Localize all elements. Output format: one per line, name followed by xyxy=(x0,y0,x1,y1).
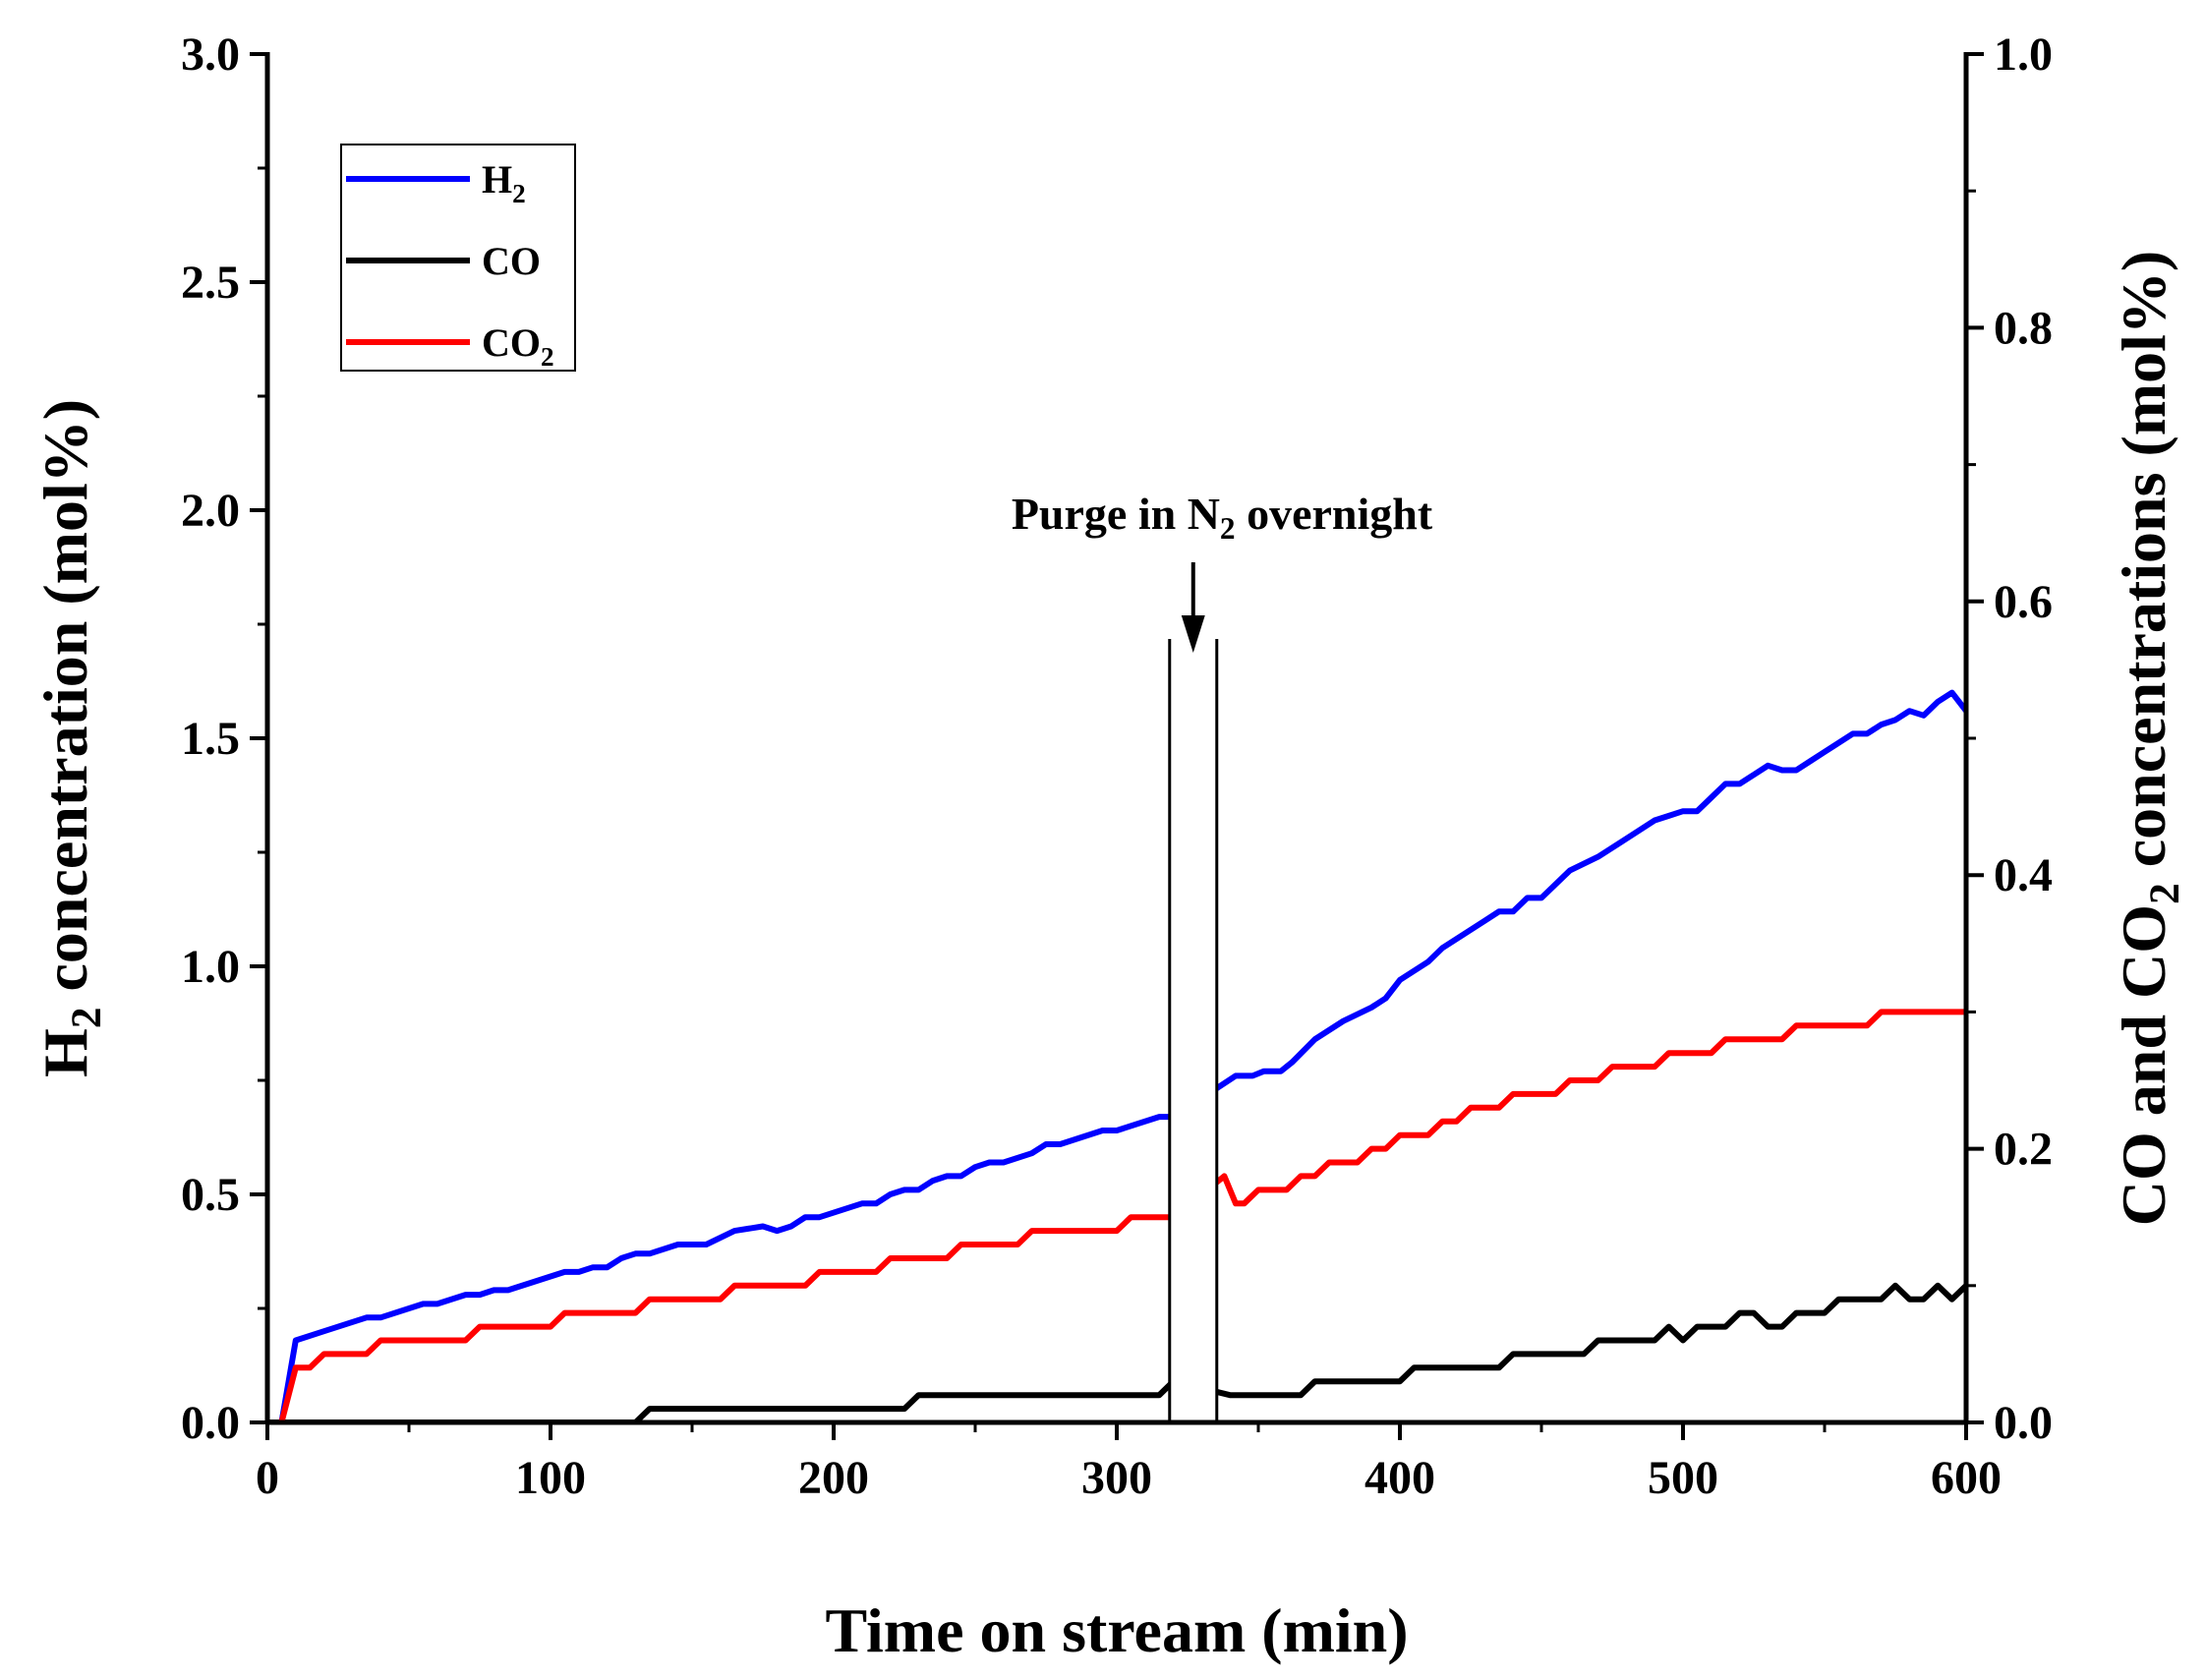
series-line-h2 xyxy=(267,689,1966,1422)
series-layer xyxy=(267,689,1966,1422)
y-right-tick-label: 0.2 xyxy=(1994,1124,2053,1176)
legend-label: CO xyxy=(482,239,541,283)
x-axis-title: Time on stream (min) xyxy=(825,1595,1408,1665)
y-right-tick-label: 1.0 xyxy=(1994,29,2053,81)
y-left-tick-label: 3.0 xyxy=(181,29,240,81)
ticks-layer: 0 100 200 300 400 500 6000.00.51.01.52.02.53.0… xyxy=(181,29,2053,1504)
y-right-tick-label: 0.4 xyxy=(1994,849,2053,901)
y-left-tick-label: 2.5 xyxy=(181,257,240,309)
y-right-axis-title: CO and CO2 concentrations (mol%) xyxy=(2109,251,2188,1226)
purge-arrow-head xyxy=(1181,615,1205,653)
purge-box-layer xyxy=(1168,639,1219,1422)
x-tick-label: 300 xyxy=(1081,1452,1152,1504)
axis-titles: Time on stream (min) H2 concentration (mo… xyxy=(30,251,2188,1665)
annotation: Purge in N2 overnight xyxy=(1012,489,1433,653)
y-right-tick-label: 0.8 xyxy=(1994,302,2053,354)
series-line-co xyxy=(267,1282,1966,1422)
y-right-tick-label: 0.0 xyxy=(1994,1397,2053,1449)
y-left-axis-title: H2 concentration (mol%) xyxy=(30,399,110,1077)
x-tick-label: 400 xyxy=(1364,1452,1435,1504)
y-left-tick-label: 2.0 xyxy=(181,485,240,537)
y-left-tick-label: 1.5 xyxy=(181,713,240,765)
x-tick-label: 600 xyxy=(1931,1452,2002,1504)
purge-annotation-text: Purge in N2 overnight xyxy=(1012,489,1433,546)
y-left-tick-label: 1.0 xyxy=(181,941,240,993)
y-right-tick-label: 0.6 xyxy=(1994,576,2053,628)
series-line-co2 xyxy=(278,1006,1966,1422)
legend-label: H2 xyxy=(482,157,526,208)
y-left-tick-label: 0.5 xyxy=(181,1169,240,1221)
x-tick-label: 100 xyxy=(515,1452,586,1504)
legend-label: CO2 xyxy=(482,320,554,372)
x-tick-label: 500 xyxy=(1648,1452,1718,1504)
legend: H2 CO CO2 xyxy=(340,144,576,372)
x-tick-label: 0 xyxy=(256,1452,279,1504)
y-left-tick-label: 0.0 xyxy=(181,1397,240,1449)
x-tick-label: 200 xyxy=(798,1452,869,1504)
purge-gap-fill xyxy=(1169,639,1217,1422)
